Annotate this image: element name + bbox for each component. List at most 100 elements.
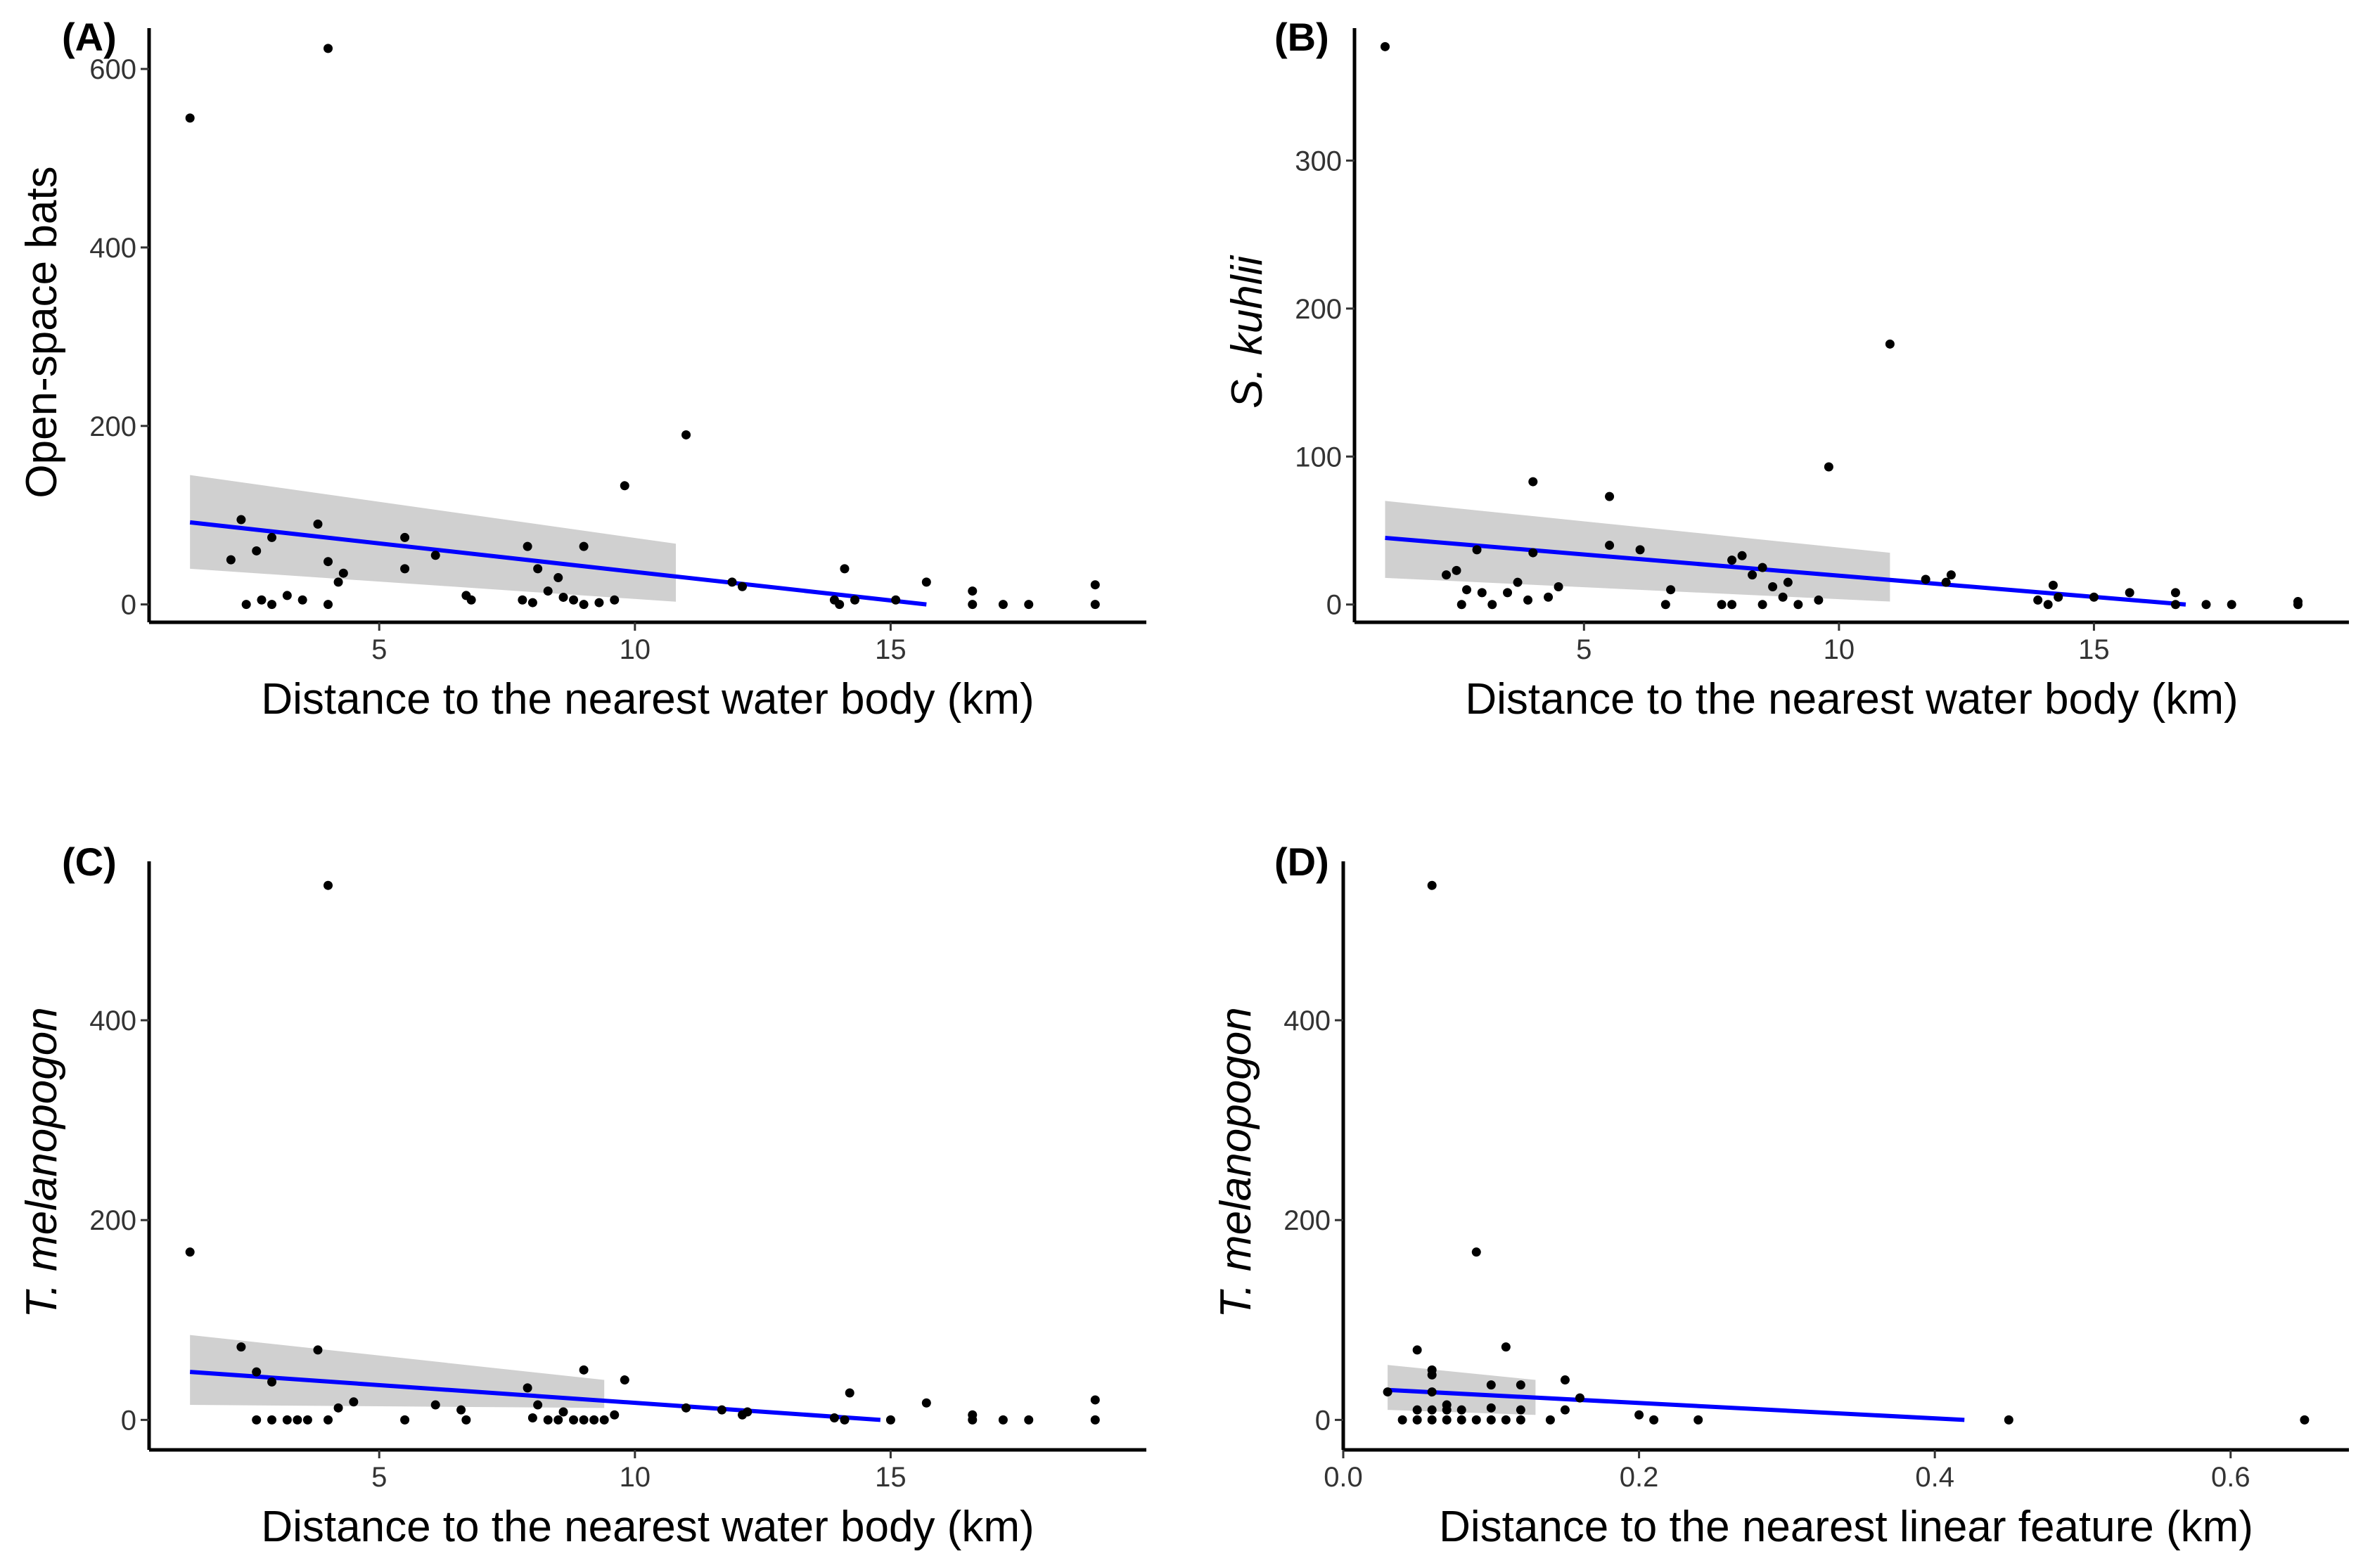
- data-point: [998, 600, 1008, 610]
- data-point: [1946, 570, 1956, 580]
- data-point: [2004, 1415, 2013, 1425]
- data-point: [1501, 1415, 1511, 1425]
- data-point: [1090, 1395, 1100, 1405]
- data-point: [1793, 600, 1803, 610]
- y-tick-label: 200: [89, 411, 136, 442]
- regression-line: [1385, 536, 2186, 607]
- data-point: [1427, 1387, 1437, 1397]
- data-point: [293, 1415, 302, 1425]
- data-point: [267, 532, 277, 542]
- data-point: [2125, 588, 2134, 598]
- data-point: [1456, 1405, 1466, 1415]
- data-point: [579, 1415, 589, 1425]
- data-point: [518, 595, 527, 605]
- data-point: [1412, 1415, 1422, 1425]
- data-point: [252, 1415, 262, 1425]
- data-point: [968, 1415, 978, 1425]
- data-point: [1748, 570, 1757, 580]
- data-point: [1560, 1375, 1570, 1385]
- data-point: [1693, 1415, 1703, 1425]
- panel-d: 0.0 0.2 0.4 0.6 0 200 400 Distance to the neare…: [1212, 840, 2349, 1551]
- data-point: [1487, 600, 1497, 610]
- data-point: [1442, 1415, 1452, 1425]
- x-tick-label: 0.0: [1324, 1462, 1363, 1493]
- data-point: [523, 541, 532, 551]
- data-point: [2033, 595, 2043, 605]
- data-point: [1516, 1415, 1525, 1425]
- data-point: [1634, 1410, 1644, 1420]
- y-tick-label: 0: [121, 1405, 136, 1436]
- data-point: [1486, 1415, 1496, 1425]
- x-tick-label: 5: [1576, 634, 1592, 665]
- data-point: [333, 1403, 343, 1413]
- regression-line: [1387, 1387, 1965, 1422]
- data-point: [1427, 880, 1437, 890]
- data-point: [1397, 1415, 1407, 1425]
- data-point: [1783, 577, 1793, 587]
- data-point: [1523, 595, 1533, 605]
- regression-line: [189, 520, 927, 607]
- y-axis-title: T. melanopogon: [1212, 1007, 1260, 1318]
- data-point: [400, 564, 410, 574]
- panel-a: 5 10 15 0 200 400 600 Distance to the nearest w…: [18, 15, 1146, 724]
- panel-label: (B): [1274, 15, 1329, 59]
- panel-label: (A): [62, 15, 117, 59]
- data-point: [313, 1345, 323, 1355]
- data-point: [1472, 545, 1482, 555]
- y-axis-title: T. melanopogon: [18, 1007, 66, 1318]
- y-tick-label: 200: [1283, 1205, 1331, 1236]
- data-point: [1090, 1415, 1100, 1425]
- data-point: [1768, 581, 1778, 591]
- y-tick-label: 300: [1295, 146, 1342, 176]
- data-point: [324, 1415, 333, 1425]
- data-point: [620, 1375, 629, 1385]
- data-point: [333, 577, 343, 587]
- data-point: [1516, 1405, 1525, 1415]
- data-point: [1545, 1415, 1555, 1425]
- confidence-band: [190, 1335, 605, 1408]
- data-point: [2227, 600, 2236, 610]
- data-point: [1560, 1405, 1570, 1415]
- x-axis-title: Distance to the nearest water body (km): [261, 1503, 1034, 1551]
- confidence-band: [1388, 1365, 1536, 1415]
- data-point: [569, 595, 579, 605]
- data-point: [324, 557, 333, 567]
- data-point: [610, 1410, 620, 1420]
- data-point: [1528, 477, 1538, 487]
- y-tick-label: 400: [89, 233, 136, 264]
- data-point: [620, 481, 629, 491]
- data-point: [1727, 600, 1737, 610]
- data-point: [717, 1405, 726, 1415]
- data-point: [338, 568, 348, 578]
- data-point: [297, 595, 307, 605]
- data-point: [850, 595, 860, 605]
- data-point: [921, 1398, 931, 1408]
- data-point: [1456, 600, 1466, 610]
- x-tick-label: 0.4: [1915, 1462, 1954, 1493]
- data-point: [185, 113, 195, 123]
- x-tick-label: 0.2: [1620, 1462, 1659, 1493]
- data-point: [1516, 1380, 1525, 1390]
- y-tick-label: 100: [1295, 442, 1342, 473]
- data-point: [2170, 600, 2180, 610]
- data-point: [1605, 541, 1615, 551]
- data-point: [727, 577, 737, 587]
- data-point: [324, 44, 333, 53]
- data-point: [2089, 592, 2099, 602]
- data-point: [681, 1403, 691, 1413]
- y-tick-label: 200: [1295, 294, 1342, 325]
- y-tick-label: 400: [89, 1005, 136, 1036]
- data-point: [1412, 1345, 1422, 1355]
- x-tick-label: 10: [620, 634, 651, 665]
- data-point: [1427, 1405, 1437, 1415]
- data-point: [1814, 595, 1824, 605]
- data-point: [1471, 1415, 1481, 1425]
- data-point: [1885, 339, 1895, 349]
- x-tick-label: 10: [1824, 634, 1855, 665]
- y-tick-label: 600: [89, 54, 136, 85]
- data-point: [282, 591, 292, 600]
- y-axis-title: S. kuhlii: [1223, 255, 1272, 409]
- data-point: [302, 1415, 312, 1425]
- data-point: [569, 1415, 579, 1425]
